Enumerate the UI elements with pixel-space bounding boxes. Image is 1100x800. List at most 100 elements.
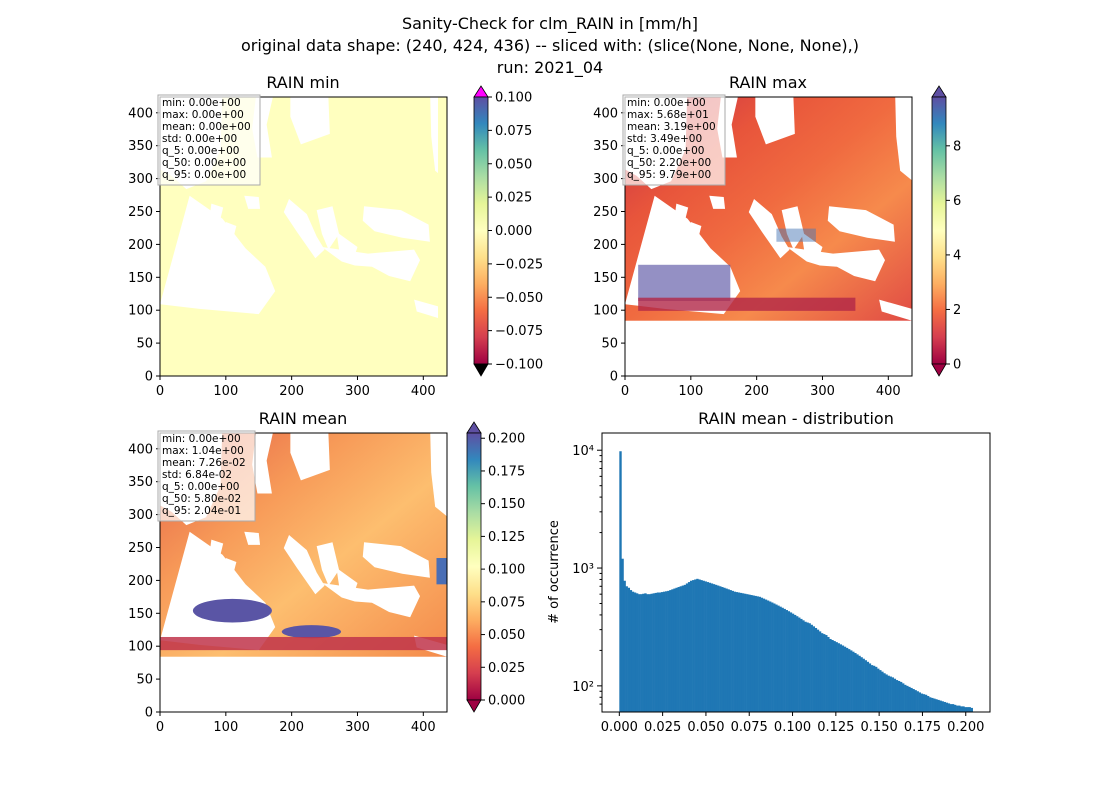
y-tick-label: 0 <box>145 370 153 385</box>
histogram-bar <box>717 585 720 712</box>
colorbar-tick-label: 8 <box>953 139 961 154</box>
x-tick-label: 200 <box>279 720 304 735</box>
stats-line: mean: 7.26e-02 <box>162 457 246 469</box>
histogram-bar <box>652 593 655 712</box>
colorbar: 8 6 4 2 0 <box>931 85 961 377</box>
x-tick-label: 0.175 <box>904 720 941 735</box>
histogram-bar <box>958 705 961 712</box>
histogram-bar <box>825 635 828 712</box>
panel-title: RAIN mean - distribution <box>698 409 894 428</box>
figure-suptitle-line-1: Sanity-Check for clm_RAIN in [mm/h] <box>402 14 698 34</box>
y-tick-label: 400 <box>128 106 153 121</box>
y-tick-label: 10² <box>572 680 594 695</box>
histogram-bar <box>885 674 888 712</box>
histogram-bar <box>874 666 878 712</box>
histogram-bar <box>625 586 628 712</box>
x-tick-label: 100 <box>678 384 703 399</box>
y-tick-label: 50 <box>136 673 153 688</box>
histogram-bar <box>733 591 737 712</box>
histogram-bar <box>781 607 784 712</box>
histogram-bar <box>633 592 637 712</box>
histogram-bar <box>847 649 851 712</box>
y-tick-label: 400 <box>128 442 153 457</box>
y-tick-label: 0 <box>610 370 618 385</box>
panel-title: RAIN min <box>266 73 339 92</box>
x-tick-label: 0.150 <box>861 720 898 735</box>
histogram-bar <box>700 580 703 712</box>
y-tick-label: 50 <box>601 337 618 352</box>
stats-line: q_5: 0.00e+00 <box>627 145 704 157</box>
histogram-bar <box>679 586 682 712</box>
histogram-bar <box>739 592 743 712</box>
histogram-bar <box>758 596 761 712</box>
histogram-bar <box>677 587 680 712</box>
colorbar-tick-label: 0.075 <box>495 124 532 139</box>
histogram-bar <box>708 582 712 712</box>
histogram-bar <box>640 594 643 712</box>
histogram-bar <box>935 699 938 712</box>
x-tick-label: 0.200 <box>947 720 984 735</box>
panel-rain-max: RAIN max 0 100 200 300 400 0 50 100 150 200 250 30… <box>593 73 961 399</box>
colorbar-extend-bottom <box>473 363 489 377</box>
colorbar-tick-label: −0.075 <box>495 324 543 339</box>
stats-box-frame <box>157 430 256 522</box>
histogram-bar <box>906 685 909 712</box>
histogram-bar <box>744 593 747 712</box>
y-tick-label: 50 <box>136 337 153 352</box>
colorbar-tick-label: 0.025 <box>488 661 525 676</box>
histogram-bar <box>922 694 926 712</box>
x-tick-label: 0.025 <box>644 720 681 735</box>
histogram-bar <box>868 663 872 712</box>
x-tick-label: 300 <box>345 384 370 399</box>
histogram-bar <box>949 704 953 712</box>
histogram-bar <box>750 595 753 712</box>
histogram-bar <box>658 592 662 712</box>
histogram-bar <box>646 594 649 712</box>
histogram-bar <box>685 583 689 712</box>
figure-suptitle-line-3: run: 2021_04 <box>497 58 603 78</box>
histogram-bar <box>816 629 820 712</box>
histogram-bar <box>854 653 857 712</box>
stats-box-frame <box>157 94 261 186</box>
histogram-bar <box>768 601 772 712</box>
histogram-bar <box>970 707 973 712</box>
histogram-bar <box>860 657 863 712</box>
histogram-bar <box>764 599 768 712</box>
histogram-bar <box>845 647 849 712</box>
histogram-bar <box>731 590 734 712</box>
histogram-bar <box>698 579 701 712</box>
histogram-bar <box>710 583 714 712</box>
histogram-bar <box>746 594 749 712</box>
y-tick-label: 200 <box>593 238 618 253</box>
plot-frame <box>159 96 448 377</box>
plot-frame <box>601 432 991 713</box>
histogram-bar <box>627 587 631 712</box>
histogram-bar <box>904 684 907 712</box>
histogram-bar <box>887 675 890 712</box>
colorbar: 0.200 0.175 0.150 0.125 0.100 0.075 0.050 0.025… <box>466 421 525 713</box>
x-axis: 0 100 200 300 400 <box>621 376 901 399</box>
histogram-bar <box>687 582 691 712</box>
histogram-bar <box>926 696 930 712</box>
histogram-bar <box>723 587 726 712</box>
histogram-bar <box>879 670 882 712</box>
histogram-bar <box>791 613 795 712</box>
x-tick-label: 0.125 <box>817 720 854 735</box>
histogram-bar <box>945 702 949 712</box>
colorbar-tick-label: 6 <box>953 194 961 209</box>
histogram-bar <box>835 642 838 712</box>
histogram-bar <box>843 646 847 712</box>
histogram-bar <box>671 589 674 712</box>
x-tick-label: 0.075 <box>731 720 768 735</box>
histogram-bar <box>741 593 745 712</box>
histogram-bar <box>798 617 801 712</box>
histogram-bar <box>696 578 699 712</box>
stats-line: max: 0.00e+00 <box>162 109 244 121</box>
colorbar-tick-label: 4 <box>953 248 961 263</box>
figure-suptitle-line-2: original data shape: (240, 424, 436) -- … <box>241 36 859 55</box>
histogram-bar <box>644 593 647 712</box>
colorbar-tick-label: 0.200 <box>488 432 525 447</box>
histogram-bar <box>737 592 741 712</box>
histogram-bar <box>712 584 716 712</box>
